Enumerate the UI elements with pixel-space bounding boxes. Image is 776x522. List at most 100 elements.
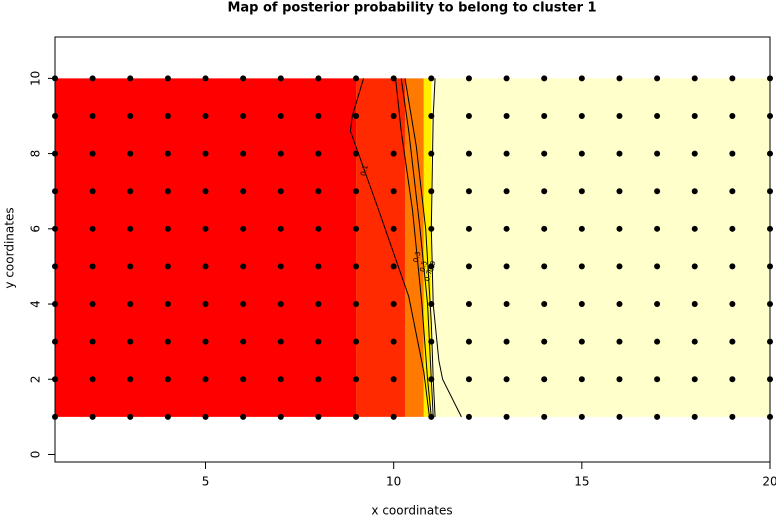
grid-point [729, 225, 736, 232]
grid-point [578, 263, 585, 270]
grid-point [353, 188, 360, 195]
grid-point [541, 413, 548, 420]
grid-point [654, 413, 661, 420]
grid-point [89, 301, 96, 308]
grid-point [89, 225, 96, 232]
grid-point [315, 188, 322, 195]
grid-point [127, 225, 134, 232]
y-tick-label: 2 [29, 375, 43, 383]
grid-point [503, 263, 510, 270]
contour-line [400, 78, 434, 417]
grid-point [729, 413, 736, 420]
contour-label: 0.7 [423, 269, 434, 282]
grid-point [277, 112, 284, 119]
grid-point [89, 150, 96, 157]
grid-point [503, 75, 510, 82]
grid-point [465, 338, 472, 345]
grid-point [277, 188, 284, 195]
grid-point [541, 301, 548, 308]
image-band [423, 78, 432, 417]
grid-point [390, 376, 397, 383]
grid-point [353, 225, 360, 232]
grid-point [654, 376, 661, 383]
grid-point [353, 376, 360, 383]
grid-point [465, 413, 472, 420]
grid-point [390, 225, 397, 232]
grid-point [202, 225, 209, 232]
x-tick-label: 20 [762, 475, 776, 489]
grid-point [616, 225, 623, 232]
grid-point [691, 112, 698, 119]
grid-point [729, 263, 736, 270]
contour-label: 0.5 [418, 260, 429, 273]
grid-point [240, 112, 247, 119]
grid-point [202, 376, 209, 383]
grid-point [616, 188, 623, 195]
grid-point [390, 301, 397, 308]
y-axis-label: y coordinates [3, 207, 17, 288]
grid-point [428, 376, 435, 383]
grid-point [578, 150, 585, 157]
grid-point [315, 75, 322, 82]
x-tick-label: 5 [202, 475, 210, 489]
chart-title: Map of posterior probability to belong t… [227, 1, 596, 16]
grid-point [428, 263, 435, 270]
grid-point [390, 338, 397, 345]
image-band [404, 78, 424, 417]
grid-point [691, 150, 698, 157]
plot: 0.10.30.50.70.9 [52, 75, 773, 420]
grid-point [315, 338, 322, 345]
grid-point [729, 376, 736, 383]
grid-point [578, 301, 585, 308]
grid-point [729, 150, 736, 157]
grid-point [541, 263, 548, 270]
grid-point [202, 413, 209, 420]
grid-point [465, 225, 472, 232]
grid-point [428, 338, 435, 345]
grid-point [127, 376, 134, 383]
grid-point [428, 225, 435, 232]
grid-point [616, 376, 623, 383]
grid-point [465, 150, 472, 157]
grid-point [353, 150, 360, 157]
grid-point [127, 301, 134, 308]
grid-point [353, 75, 360, 82]
grid-point [315, 225, 322, 232]
grid-point [503, 150, 510, 157]
grid-point [578, 225, 585, 232]
grid-point [315, 150, 322, 157]
grid-point [315, 263, 322, 270]
grid-point [503, 301, 510, 308]
grid-point [465, 263, 472, 270]
grid-point [315, 413, 322, 420]
grid-point [89, 338, 96, 345]
grid-point [654, 188, 661, 195]
grid-point [202, 75, 209, 82]
grid-point [164, 301, 171, 308]
grid-point [616, 413, 623, 420]
grid-point [654, 225, 661, 232]
grid-point [503, 376, 510, 383]
grid-point [503, 225, 510, 232]
grid-point [691, 225, 698, 232]
grid-point [127, 413, 134, 420]
grid-point [691, 338, 698, 345]
grid-point [729, 112, 736, 119]
grid-point [691, 188, 698, 195]
x-axis-label: x coordinates [371, 504, 452, 518]
grid-point [127, 188, 134, 195]
grid-point [390, 263, 397, 270]
contour-label: 0.3 [412, 251, 423, 264]
grid-point [541, 338, 548, 345]
grid-point [89, 112, 96, 119]
contour-line [349, 78, 430, 417]
grid-point [127, 75, 134, 82]
grid-point [89, 75, 96, 82]
grid-point [353, 413, 360, 420]
grid-point [202, 301, 209, 308]
grid-point [428, 413, 435, 420]
grid-point [541, 75, 548, 82]
grid-point [277, 413, 284, 420]
grid-point [654, 338, 661, 345]
grid-point [428, 150, 435, 157]
